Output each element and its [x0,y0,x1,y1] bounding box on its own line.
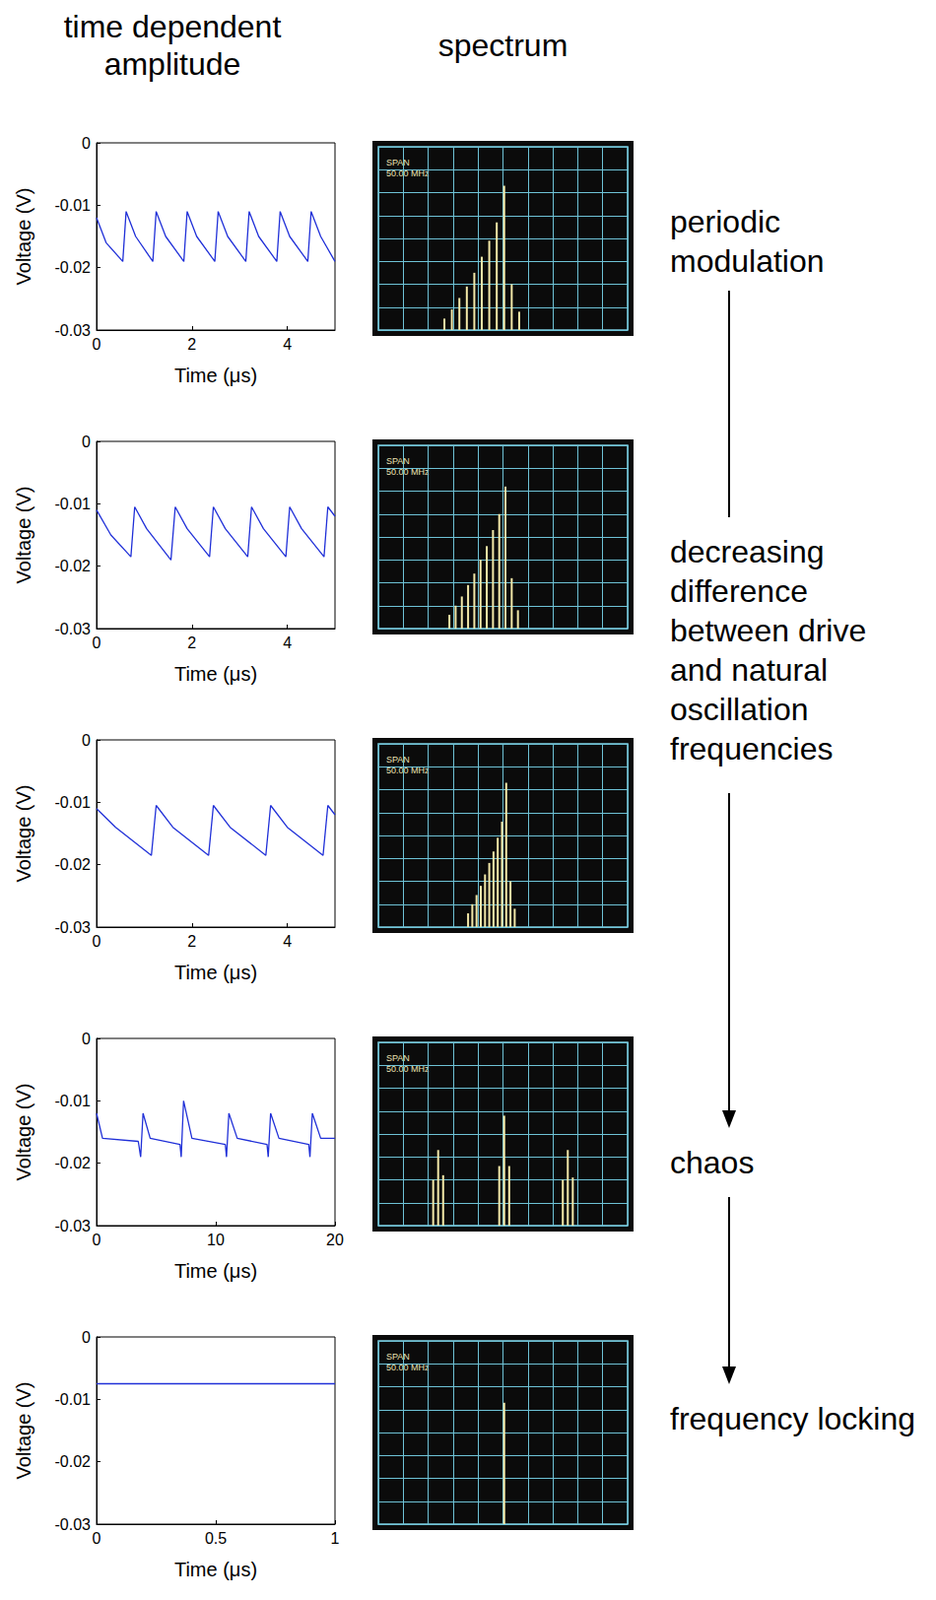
svg-text:50.00 MHz: 50.00 MHz [386,765,430,775]
svg-text:20: 20 [326,1231,344,1249]
svg-text:-0.03: -0.03 [55,1217,92,1235]
svg-text:0: 0 [92,634,102,652]
svg-text:-0.01: -0.01 [55,1092,92,1110]
svg-text:-0.01: -0.01 [55,197,92,214]
svg-text:0: 0 [92,1231,102,1249]
svg-text:Time (μs): Time (μs) [174,364,258,387]
svg-text:2: 2 [187,335,197,353]
svg-text:0: 0 [92,933,102,950]
svg-text:2: 2 [187,634,197,652]
svg-text:-0.02: -0.02 [55,856,92,873]
svg-text:50.00 MHz: 50.00 MHz [386,167,430,178]
svg-text:0: 0 [81,433,91,451]
svg-text:Time (μs): Time (μs) [174,1260,258,1282]
svg-text:SPAN: SPAN [386,754,410,765]
svg-text:-0.02: -0.02 [55,259,92,276]
svg-text:-0.03: -0.03 [55,322,92,339]
html-text:decreasing difference between: decreasing difference between drive and … [669,534,867,767]
svg-text:-0.02: -0.02 [55,1154,92,1172]
svg-text:50.00 MHz: 50.00 MHz [386,1063,430,1074]
svg-text:SPAN: SPAN [386,456,410,467]
svg-text:-0.01: -0.01 [55,495,92,513]
svg-text:-0.01: -0.01 [55,1391,92,1408]
svg-text:4: 4 [282,335,292,353]
svg-text:Voltage (V): Voltage (V) [12,1083,35,1182]
html-text:frequency locking: frequency locking [669,1401,916,1437]
svg-text:SPAN: SPAN [386,1351,410,1362]
svg-text:Voltage (V): Voltage (V) [12,785,35,883]
svg-text:0: 0 [81,134,91,152]
svg-text:4: 4 [282,634,292,652]
svg-text:4: 4 [282,933,292,950]
svg-text:0: 0 [81,732,91,749]
html-text:periodic modulation: periodic modulation [669,203,825,279]
svg-text:2: 2 [187,933,197,950]
svg-text:1: 1 [331,1530,340,1547]
svg-text:Time (μs): Time (μs) [174,961,258,984]
svg-text:-0.01: -0.01 [55,794,92,811]
svg-text:SPAN: SPAN [386,157,410,168]
html-text:time dependent amplitude: time dependent amplitude [63,8,282,82]
svg-text:0.5: 0.5 [204,1530,227,1547]
svg-text:0: 0 [92,1530,102,1547]
svg-text:50.00 MHz: 50.00 MHz [386,1362,430,1372]
svg-text:SPAN: SPAN [386,1053,410,1064]
svg-text:10: 10 [206,1231,225,1249]
svg-text:Voltage (V): Voltage (V) [12,486,35,585]
svg-text:Time (μs): Time (μs) [174,663,258,685]
svg-text:0: 0 [92,335,102,353]
svg-text:-0.02: -0.02 [55,1453,92,1471]
svg-text:Voltage (V): Voltage (V) [12,188,35,286]
svg-text:Time (μs): Time (μs) [174,1558,258,1581]
svg-text:-0.03: -0.03 [55,919,92,936]
svg-text:0: 0 [81,1030,91,1048]
html-text:spectrum: spectrum [438,27,568,64]
svg-text:-0.03: -0.03 [55,1516,92,1534]
svg-text:-0.02: -0.02 [55,557,92,575]
svg-text:Voltage (V): Voltage (V) [12,1382,35,1480]
html-text:chaos: chaos [669,1144,755,1181]
svg-text:50.00 MHz: 50.00 MHz [386,466,430,477]
svg-text:-0.03: -0.03 [55,620,92,638]
svg-text:0: 0 [81,1329,91,1346]
